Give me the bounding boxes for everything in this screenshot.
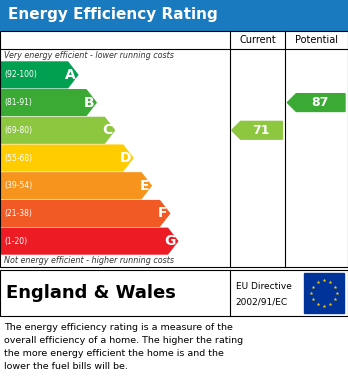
Text: 87: 87 <box>311 96 329 109</box>
Text: A: A <box>65 68 76 82</box>
Text: EU Directive: EU Directive <box>236 282 292 291</box>
Text: (39-54): (39-54) <box>4 181 32 190</box>
Text: (92-100): (92-100) <box>4 70 37 79</box>
Text: (81-91): (81-91) <box>4 98 32 107</box>
Polygon shape <box>0 201 169 226</box>
Text: Current: Current <box>239 35 276 45</box>
Text: Potential: Potential <box>295 35 338 45</box>
Text: England & Wales: England & Wales <box>6 284 176 302</box>
Text: (21-38): (21-38) <box>4 209 32 218</box>
Text: (55-68): (55-68) <box>4 154 32 163</box>
Bar <box>0 270 348 316</box>
Bar <box>0 0 348 30</box>
Polygon shape <box>287 94 345 111</box>
Text: Not energy efficient - higher running costs: Not energy efficient - higher running co… <box>4 256 174 265</box>
Text: The energy efficiency rating is a measure of the
overall efficiency of a home. T: The energy efficiency rating is a measur… <box>4 323 243 371</box>
Polygon shape <box>0 62 78 88</box>
Text: 2002/91/EC: 2002/91/EC <box>236 298 288 307</box>
Polygon shape <box>232 121 282 139</box>
Text: G: G <box>164 234 176 248</box>
Text: (69-80): (69-80) <box>4 126 32 135</box>
Text: F: F <box>158 206 168 221</box>
Text: (1-20): (1-20) <box>4 237 27 246</box>
Text: 71: 71 <box>252 124 269 137</box>
Polygon shape <box>0 173 151 199</box>
Text: C: C <box>102 123 112 137</box>
Polygon shape <box>0 145 133 171</box>
Text: Energy Efficiency Rating: Energy Efficiency Rating <box>8 7 218 23</box>
Polygon shape <box>0 90 96 115</box>
Text: Very energy efficient - lower running costs: Very energy efficient - lower running co… <box>4 51 174 60</box>
Text: B: B <box>84 95 94 109</box>
Bar <box>0 31 348 267</box>
Text: E: E <box>140 179 149 193</box>
Polygon shape <box>0 228 178 254</box>
Polygon shape <box>0 117 114 143</box>
Text: D: D <box>119 151 131 165</box>
Bar <box>304 273 344 313</box>
